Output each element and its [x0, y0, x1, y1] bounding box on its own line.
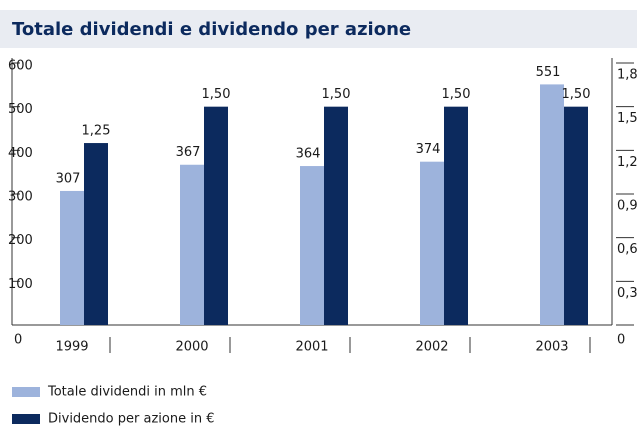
- x-tick-label: 2000: [175, 340, 208, 355]
- y2-tick-label: 1,5: [617, 111, 637, 126]
- bar: [180, 164, 204, 325]
- y-tick-label: 300: [8, 190, 33, 205]
- value-label: 1,50: [562, 87, 591, 102]
- y2-tick-label: 0: [617, 333, 625, 348]
- y2-tick-label: 1,2: [617, 155, 637, 170]
- x-tick-label: 2001: [295, 340, 328, 355]
- y-tick-label: 500: [8, 102, 33, 117]
- bar: [204, 106, 228, 326]
- bar: [540, 84, 564, 325]
- y-tick-label: 600: [8, 59, 33, 74]
- bar: [84, 143, 108, 325]
- y2-tick-label: 0,6: [617, 242, 637, 257]
- value-label: 551: [536, 65, 561, 80]
- value-label: 367: [176, 145, 201, 160]
- y2-tick-label: 1,8: [617, 68, 637, 83]
- x-tick-label: 2003: [535, 340, 568, 355]
- value-label: 374: [416, 142, 441, 157]
- chart-title: Totale dividendi e dividendo per azione: [12, 19, 411, 40]
- y-tick-label: 400: [8, 146, 33, 161]
- y2-tick-label: 0,3: [617, 286, 637, 301]
- value-label: 1,50: [442, 87, 471, 102]
- legend-label: Dividendo per azione in €: [48, 412, 214, 427]
- bar: [420, 161, 444, 325]
- y-tick-label: 200: [8, 233, 33, 248]
- value-label: 307: [56, 171, 81, 186]
- x-tick-label: 2002: [415, 340, 448, 355]
- bar: [60, 190, 84, 325]
- bar: [300, 166, 324, 325]
- legend-swatch: [12, 414, 40, 424]
- value-label: 1,50: [202, 87, 231, 102]
- y-tick-label: 0: [14, 333, 22, 348]
- y2-tick-label: 0,9: [617, 199, 637, 214]
- title-bar: [0, 10, 637, 48]
- value-label: 1,25: [82, 124, 111, 139]
- value-label: 1,50: [322, 87, 351, 102]
- legend-swatch: [12, 387, 40, 397]
- bar: [444, 106, 468, 326]
- x-tick-label: 1999: [55, 340, 88, 355]
- bar: [324, 106, 348, 326]
- bar: [564, 106, 588, 326]
- y-tick-label: 100: [8, 277, 33, 292]
- legend-label: Totale dividendi in mln €: [47, 385, 207, 400]
- value-label: 364: [296, 147, 321, 162]
